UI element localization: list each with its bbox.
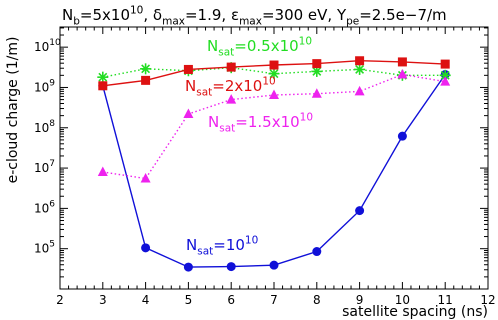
series-label-3: Nsat=2x1010 <box>185 75 276 98</box>
data-point <box>183 64 193 74</box>
series-layer <box>97 56 451 272</box>
y-tick-label: 1010 <box>34 38 61 54</box>
series-label-1: Nsat=0.5x1010 <box>207 35 312 58</box>
star-stroke <box>312 66 322 76</box>
data-point <box>226 262 236 272</box>
data-point <box>226 94 237 104</box>
series-1 <box>97 62 451 83</box>
data-point <box>397 131 407 141</box>
data-point <box>440 59 450 69</box>
data-point <box>354 85 365 96</box>
data-point <box>98 81 108 91</box>
star-stroke <box>355 64 365 74</box>
plot-axes: 2 3 4 5 6 7 8 9 10 11 12 105 106 107 108 109 1010 <box>34 26 496 307</box>
data-point <box>183 108 194 118</box>
chart-title-text: Nb=5x1010, δmax=1.9, εmax=300 eV, Ype=2.… <box>62 4 447 27</box>
x-tick-label: 9 <box>356 293 364 307</box>
x-tick-label: 3 <box>99 293 107 307</box>
y-axis-label: e-cloud charge (1/m) <box>5 37 21 184</box>
x-tick-label: 8 <box>313 293 321 307</box>
data-point <box>226 62 236 72</box>
series-label-0: Nsat=1010 <box>186 234 258 257</box>
x-tick-label: 5 <box>185 293 193 307</box>
data-point <box>269 60 279 70</box>
series-line <box>102 74 446 268</box>
data-point <box>311 88 322 98</box>
star-stroke <box>141 64 151 74</box>
data-point <box>269 89 279 100</box>
y-tick-label: 106 <box>34 199 55 215</box>
data-point <box>269 260 279 270</box>
data-point <box>440 76 451 86</box>
x-tick-label: 7 <box>270 293 278 307</box>
data-point <box>141 243 151 253</box>
series-2 <box>97 68 451 183</box>
series-3 <box>98 56 450 91</box>
series-labels: Nsat=1010 Nsat=0.5x1010 Nsat=1.5x1010 Nsat=… <box>185 35 313 257</box>
x-tick-label: 6 <box>227 293 235 307</box>
data-point <box>312 247 322 257</box>
star-stroke <box>269 69 279 79</box>
data-point <box>397 57 407 67</box>
data-point <box>268 68 280 80</box>
data-point <box>141 75 151 85</box>
data-point <box>355 56 365 66</box>
data-point <box>97 71 109 83</box>
data-point <box>183 262 193 272</box>
data-point <box>97 166 108 176</box>
star-stroke <box>440 70 450 80</box>
data-point <box>354 63 366 75</box>
data-point <box>312 59 322 69</box>
y-tick-label: 107 <box>34 159 55 175</box>
x-tick-label: 2 <box>56 293 64 307</box>
chart-title: Nb=5x1010, δmax=1.9, εmax=300 eV, Ype=2.… <box>62 4 447 27</box>
y-tick-label: 109 <box>34 78 55 94</box>
series-label-2: Nsat=1.5x1010 <box>208 111 313 134</box>
x-tick-label: 10 <box>395 293 410 307</box>
star-stroke <box>98 72 108 82</box>
data-point <box>140 63 152 75</box>
x-axis-label: satellite spacing (ns) <box>342 304 488 320</box>
y-tick-label: 108 <box>34 119 55 135</box>
x-tick-label: 12 <box>480 293 495 307</box>
data-point <box>355 206 365 216</box>
series-0 <box>98 69 450 272</box>
data-point <box>140 173 151 183</box>
x-tick-label: 4 <box>142 293 150 307</box>
y-tick-label: 105 <box>34 240 55 256</box>
data-point <box>397 68 408 79</box>
x-tick-label: 11 <box>438 293 453 307</box>
